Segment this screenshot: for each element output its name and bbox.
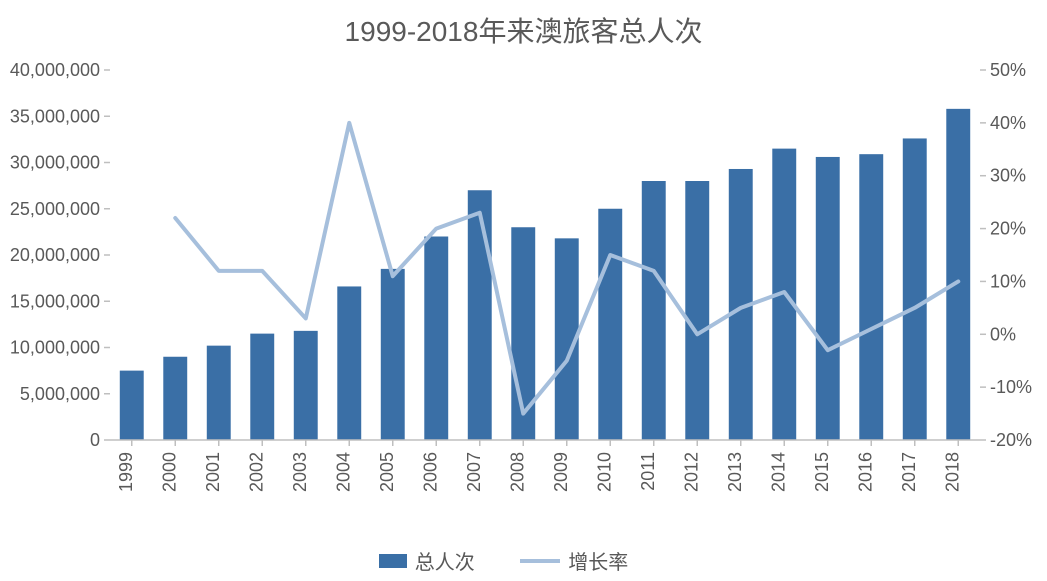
chart-legend: 总人次 增长率 (0, 546, 1047, 575)
legend-line-label: 增长率 (568, 552, 628, 574)
bar (642, 181, 666, 440)
bar (946, 109, 970, 440)
x-tick-label: 2000 (159, 452, 179, 492)
chart-svg: 1999 2000 2001 2002 2003 2004 2005 2006 2007 2008… (0, 0, 1047, 581)
legend-line-swatch (520, 559, 560, 563)
x-tick-label: 2004 (333, 452, 353, 492)
x-tick-label: 2006 (420, 452, 440, 492)
y-right-label: 20% (990, 219, 1026, 239)
y-left-label: 5,000,000 (20, 384, 100, 404)
x-tick-label: 2003 (290, 452, 310, 492)
x-tick-label: 2002 (246, 452, 266, 492)
y-left-label: 35,000,000 (10, 106, 100, 126)
x-tick-label: 1999 (116, 452, 136, 492)
y-left-label: 15,000,000 (10, 291, 100, 311)
bar (163, 357, 187, 440)
x-tick-label: 2005 (377, 452, 397, 492)
bar (468, 190, 492, 440)
chart-container: 1999-2018年来澳旅客总人次 1999200020012002200320… (0, 0, 1047, 581)
bar (381, 269, 405, 440)
bar (337, 286, 361, 440)
x-tick-label: 2013 (725, 452, 745, 492)
x-tick-label: 2014 (768, 452, 788, 492)
x-tick-label: 2018 (942, 452, 962, 492)
y-right-label: 50% (990, 60, 1026, 80)
bar (685, 181, 709, 440)
bar (903, 138, 927, 440)
x-tick-label: 2015 (812, 452, 832, 492)
y-right-label: 30% (990, 166, 1026, 186)
x-tick-label: 2016 (855, 452, 875, 492)
y-right-label: -20% (990, 430, 1032, 450)
bar (598, 209, 622, 440)
y-left-label: 25,000,000 (10, 199, 100, 219)
y-right-label: 0% (990, 324, 1016, 344)
legend-bar-label: 总人次 (415, 552, 475, 574)
bar (816, 157, 840, 440)
bar (424, 237, 448, 441)
y-right-label: -10% (990, 377, 1032, 397)
bar (250, 334, 274, 440)
y-left-label: 20,000,000 (10, 245, 100, 265)
y-left-label: 0 (90, 430, 100, 450)
y-left-label: 30,000,000 (10, 153, 100, 173)
x-tick-label: 2010 (594, 452, 614, 492)
x-tick-label: 2007 (464, 452, 484, 492)
x-tick-label: 2017 (899, 452, 919, 492)
bar (120, 371, 144, 440)
bar (207, 346, 231, 440)
y-right-label: 10% (990, 271, 1026, 291)
x-tick-label: 2001 (203, 452, 223, 492)
y-left-label: 40,000,000 (10, 60, 100, 80)
bar (859, 154, 883, 440)
x-tick-label: 2008 (507, 452, 527, 492)
x-tick-label: 2012 (681, 452, 701, 492)
y-right-label: 40% (990, 113, 1026, 133)
bar (294, 331, 318, 440)
y-left-label: 10,000,000 (10, 338, 100, 358)
x-tick-label: 2011 (638, 452, 658, 491)
x-tick-label: 2009 (551, 452, 571, 492)
legend-bar-swatch (379, 554, 407, 568)
